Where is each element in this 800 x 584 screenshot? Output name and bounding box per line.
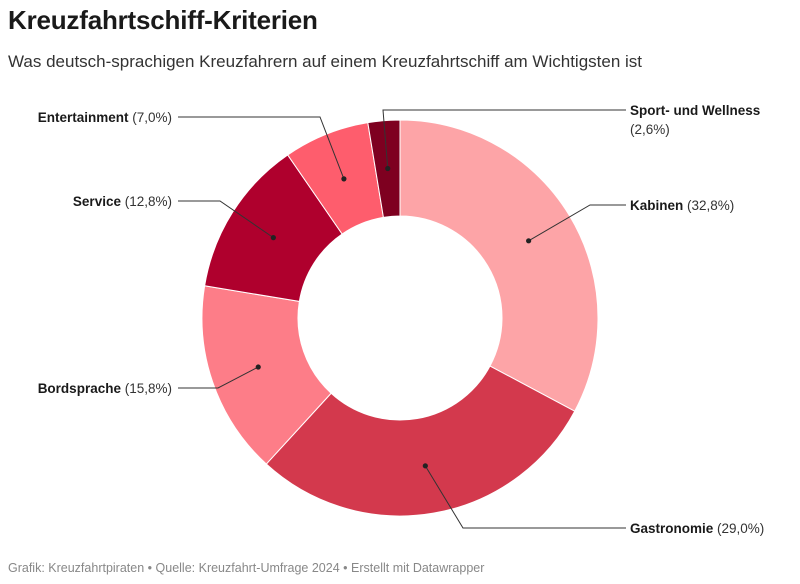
slice-label-name: Sport- und Wellness xyxy=(630,103,760,118)
leader-line-gastronomie xyxy=(424,465,626,529)
footer-separator: • xyxy=(147,561,153,575)
footer-quelle: Quelle: Kreuzfahrt-Umfrage 2024 xyxy=(155,561,340,575)
slice-kabinen[interactable] xyxy=(399,119,599,412)
slice-label-value: (2,6%) xyxy=(630,122,670,137)
chart-title: Kreuzfahrtschiff-Kriterien xyxy=(8,5,318,35)
footer-separator: • xyxy=(343,561,348,575)
slice-label-service: Service (12,8%) xyxy=(73,194,172,209)
slice-label-value: (29,0%) xyxy=(713,521,764,536)
footer-grafik: Grafik: Kreuzfahrtpiraten xyxy=(8,561,145,575)
leader-dot-kabinen xyxy=(526,238,532,244)
leader-dot-service xyxy=(270,235,276,241)
slice-label-kabinen: Kabinen (32,8%) xyxy=(630,198,734,213)
leader-line-kabinen xyxy=(528,204,626,242)
slice-sport-und-wellness[interactable] xyxy=(367,119,401,218)
leader-line-entertainment xyxy=(178,116,345,180)
leader-line-service xyxy=(178,200,274,239)
slice-label-value: (12,8%) xyxy=(121,194,172,209)
slice-label-gastronomie: Gastronomie (29,0%) xyxy=(630,521,764,536)
slice-label-value: (32,8%) xyxy=(683,198,734,213)
leader-line-sport-und-wellness xyxy=(382,109,626,169)
leader-dot-bordsprache xyxy=(255,364,261,370)
leader-dot-gastronomie xyxy=(422,463,428,469)
slice-label-name: Entertainment xyxy=(38,110,129,125)
chart-footer: Grafik: Kreuzfahrtpiraten • Quelle: Kreu… xyxy=(8,561,484,575)
slice-label-name: Service xyxy=(73,194,122,209)
slice-gastronomie[interactable] xyxy=(265,365,576,517)
slice-labels: Kabinen (32,8%) Gastronomie (29,0%) Bordsp… xyxy=(38,103,765,536)
slice-label-entertainment: Entertainment (7,0%) xyxy=(38,110,172,125)
leader-line-bordsprache xyxy=(178,366,259,389)
slice-label-name: Bordsprache xyxy=(38,381,122,396)
slice-label-name: Kabinen xyxy=(630,198,683,213)
slice-label-sport-und-wellness: Sport- und Wellness (2,6%) xyxy=(630,103,760,137)
donut-slices xyxy=(201,119,599,517)
leader-dot-entertainment xyxy=(341,176,347,182)
slice-label-value: (7,0%) xyxy=(128,110,172,125)
chart-subtitle: Was deutsch-sprachigen Kreuzfahrern auf … xyxy=(8,52,643,71)
leader-lines xyxy=(178,109,626,529)
leader-dot-sport-und-wellness xyxy=(385,165,391,172)
slice-label-name: Gastronomie xyxy=(630,521,714,536)
slice-label-value: (15,8%) xyxy=(121,381,172,396)
slice-label-bordsprache: Bordsprache (15,8%) xyxy=(38,381,172,396)
footer-datawrapper-link[interactable]: Erstellt mit Datawrapper xyxy=(351,561,485,575)
